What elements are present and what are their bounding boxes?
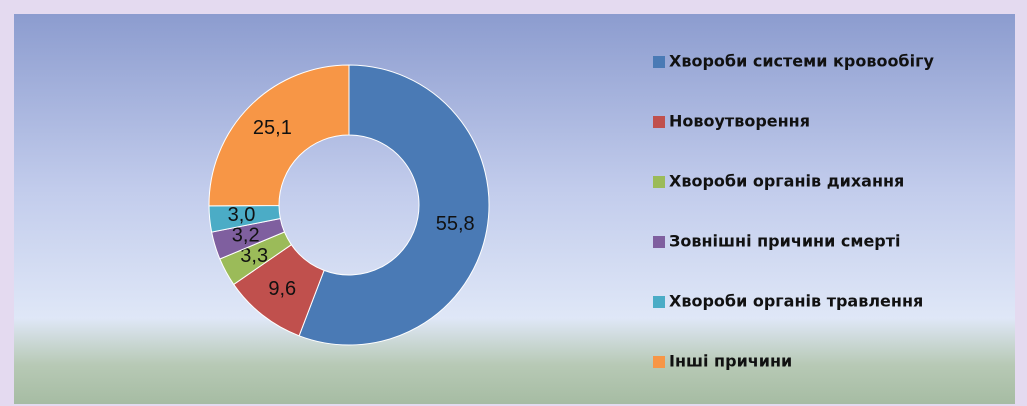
legend-swatch	[653, 296, 665, 308]
legend-label: Хвороби органів дихання	[669, 172, 904, 191]
data-label: 3,2	[232, 225, 260, 247]
legend-label: Новоутворення	[669, 112, 810, 131]
legend-swatch	[653, 356, 665, 368]
legend-label: Хвороби системи кровообігу	[669, 52, 934, 71]
legend-label: Хвороби органів травлення	[669, 292, 923, 311]
legend-swatch	[653, 116, 665, 128]
plot-area	[14, 14, 1015, 404]
legend-label: Зовнішні причини смерті	[669, 232, 901, 251]
data-label: 55,8	[436, 213, 475, 235]
data-label: 9,6	[268, 278, 296, 300]
legend-swatch	[653, 56, 665, 68]
legend-swatch	[653, 236, 665, 248]
data-label: 25,1	[253, 117, 292, 139]
legend-label: Інші причини	[669, 352, 792, 371]
data-label: 3,0	[228, 204, 256, 226]
legend-swatch	[653, 176, 665, 188]
data-label: 3,3	[240, 245, 268, 267]
donut-slice	[208, 64, 350, 207]
donut-slice	[298, 64, 490, 346]
